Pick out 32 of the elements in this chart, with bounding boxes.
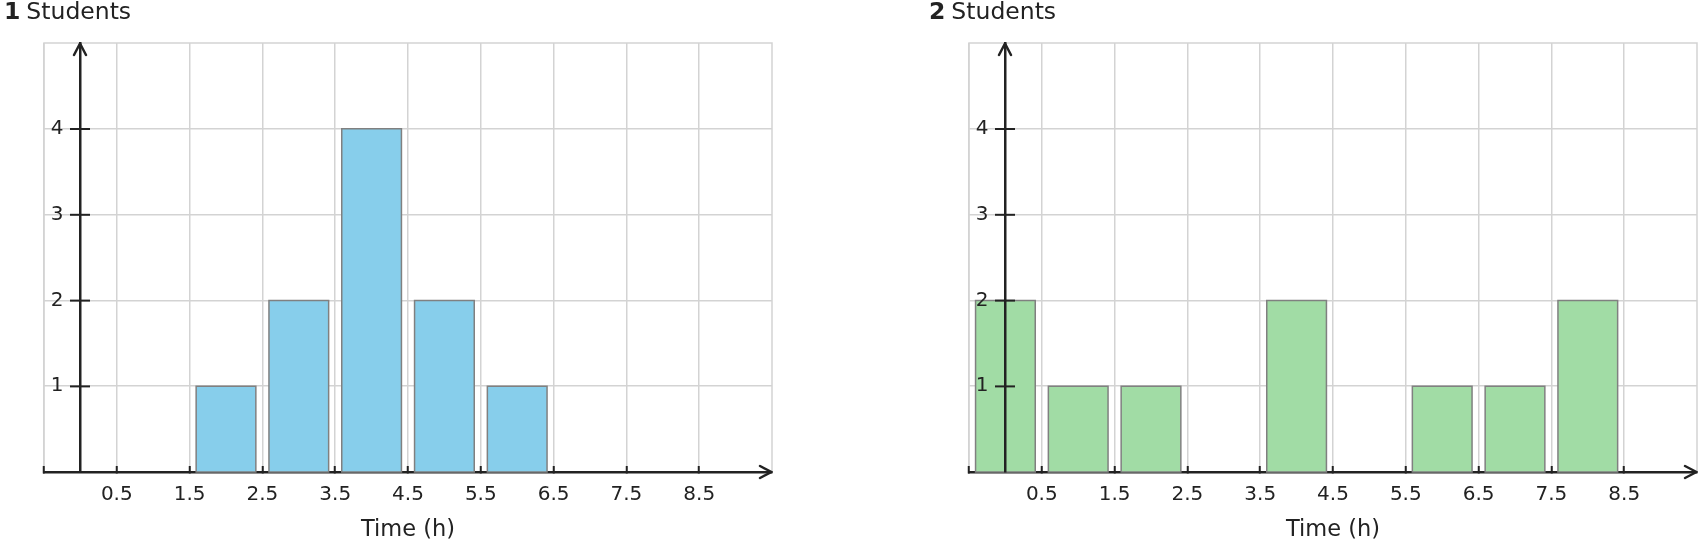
x-tick-label: 3.5 [1244,481,1277,506]
y-tick-label: 3 [50,200,64,225]
x-tick-label: 0.5 [1025,481,1058,506]
x-tick-label: 8.5 [683,481,716,506]
x-tick-label: 6.5 [1462,481,1495,506]
y-tick-label: 2 [50,286,64,311]
y-axis-title: Students [26,0,132,25]
x-tick-label: 4.5 [392,481,424,506]
x-tick-label: 1.5 [173,481,206,506]
x-tick-label: 5.5 [464,481,497,506]
x-tick-label: 2.5 [1171,481,1204,506]
x-tick-label: 5.5 [1389,481,1422,506]
x-tick-label: 7.5 [1535,481,1568,506]
y-tick-label: 3 [975,200,989,225]
x-tick-label: 4.5 [1317,481,1349,506]
y-tick-label: 4 [50,115,64,139]
x-tick-label: 6.5 [537,481,570,506]
x-tick-label: 7.5 [610,481,643,506]
y-tick-label: 1 [975,372,989,397]
x-axis-title: Time (h) [359,515,456,542]
y-axis-title: Students [951,0,1057,25]
chart-title: 1 [4,0,21,25]
x-tick-label: 2.5 [246,481,279,506]
x-tick-label: 1.5 [1098,481,1131,506]
chart-title: 2 [929,0,946,25]
x-axis-title: Time (h) [1284,515,1381,542]
x-tick-label: 3.5 [319,481,352,506]
y-tick-label: 2 [975,286,989,311]
x-tick-label: 0.5 [100,481,133,506]
y-tick-label: 4 [975,115,989,139]
x-tick-label: 8.5 [1608,481,1641,506]
y-tick-label: 1 [50,372,64,397]
